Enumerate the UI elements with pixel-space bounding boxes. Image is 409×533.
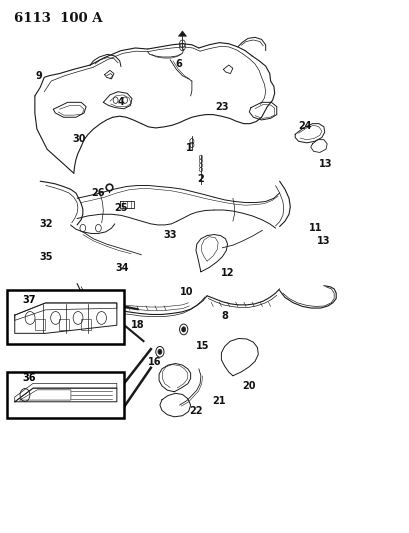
- Bar: [7, 290, 124, 344]
- Text: 1: 1: [186, 143, 192, 153]
- Text: 15: 15: [196, 342, 209, 351]
- Text: 34: 34: [115, 263, 128, 272]
- Text: 10: 10: [180, 287, 193, 297]
- Text: 33: 33: [163, 230, 176, 239]
- Bar: [81, 319, 91, 330]
- Text: 16: 16: [148, 358, 161, 367]
- Text: 23: 23: [215, 102, 228, 111]
- Text: 12: 12: [220, 268, 234, 278]
- Text: 27: 27: [61, 336, 74, 346]
- Text: 32: 32: [39, 219, 52, 229]
- Text: 11: 11: [308, 223, 321, 233]
- Text: 24: 24: [298, 121, 311, 131]
- Circle shape: [157, 349, 162, 354]
- Text: 6113  100 A: 6113 100 A: [14, 12, 103, 25]
- Text: 35: 35: [39, 252, 52, 262]
- Text: 18: 18: [130, 320, 144, 330]
- Text: 37: 37: [22, 295, 36, 304]
- Text: 6: 6: [175, 59, 181, 69]
- Text: 8: 8: [221, 311, 227, 320]
- Circle shape: [181, 327, 185, 332]
- Text: 9: 9: [36, 71, 42, 80]
- Text: 25: 25: [114, 203, 127, 213]
- Bar: [59, 319, 69, 330]
- Text: 26: 26: [92, 188, 105, 198]
- Text: 4: 4: [117, 98, 124, 107]
- Text: 30: 30: [72, 134, 85, 143]
- Polygon shape: [178, 31, 186, 36]
- Bar: [35, 319, 45, 330]
- Text: 13: 13: [317, 236, 330, 246]
- Text: 2: 2: [197, 174, 204, 184]
- Text: 20: 20: [242, 382, 255, 391]
- Text: 21: 21: [212, 396, 225, 406]
- Text: 36: 36: [22, 374, 36, 383]
- Text: 13: 13: [319, 159, 332, 169]
- Text: 22: 22: [189, 407, 202, 416]
- Bar: [7, 372, 124, 418]
